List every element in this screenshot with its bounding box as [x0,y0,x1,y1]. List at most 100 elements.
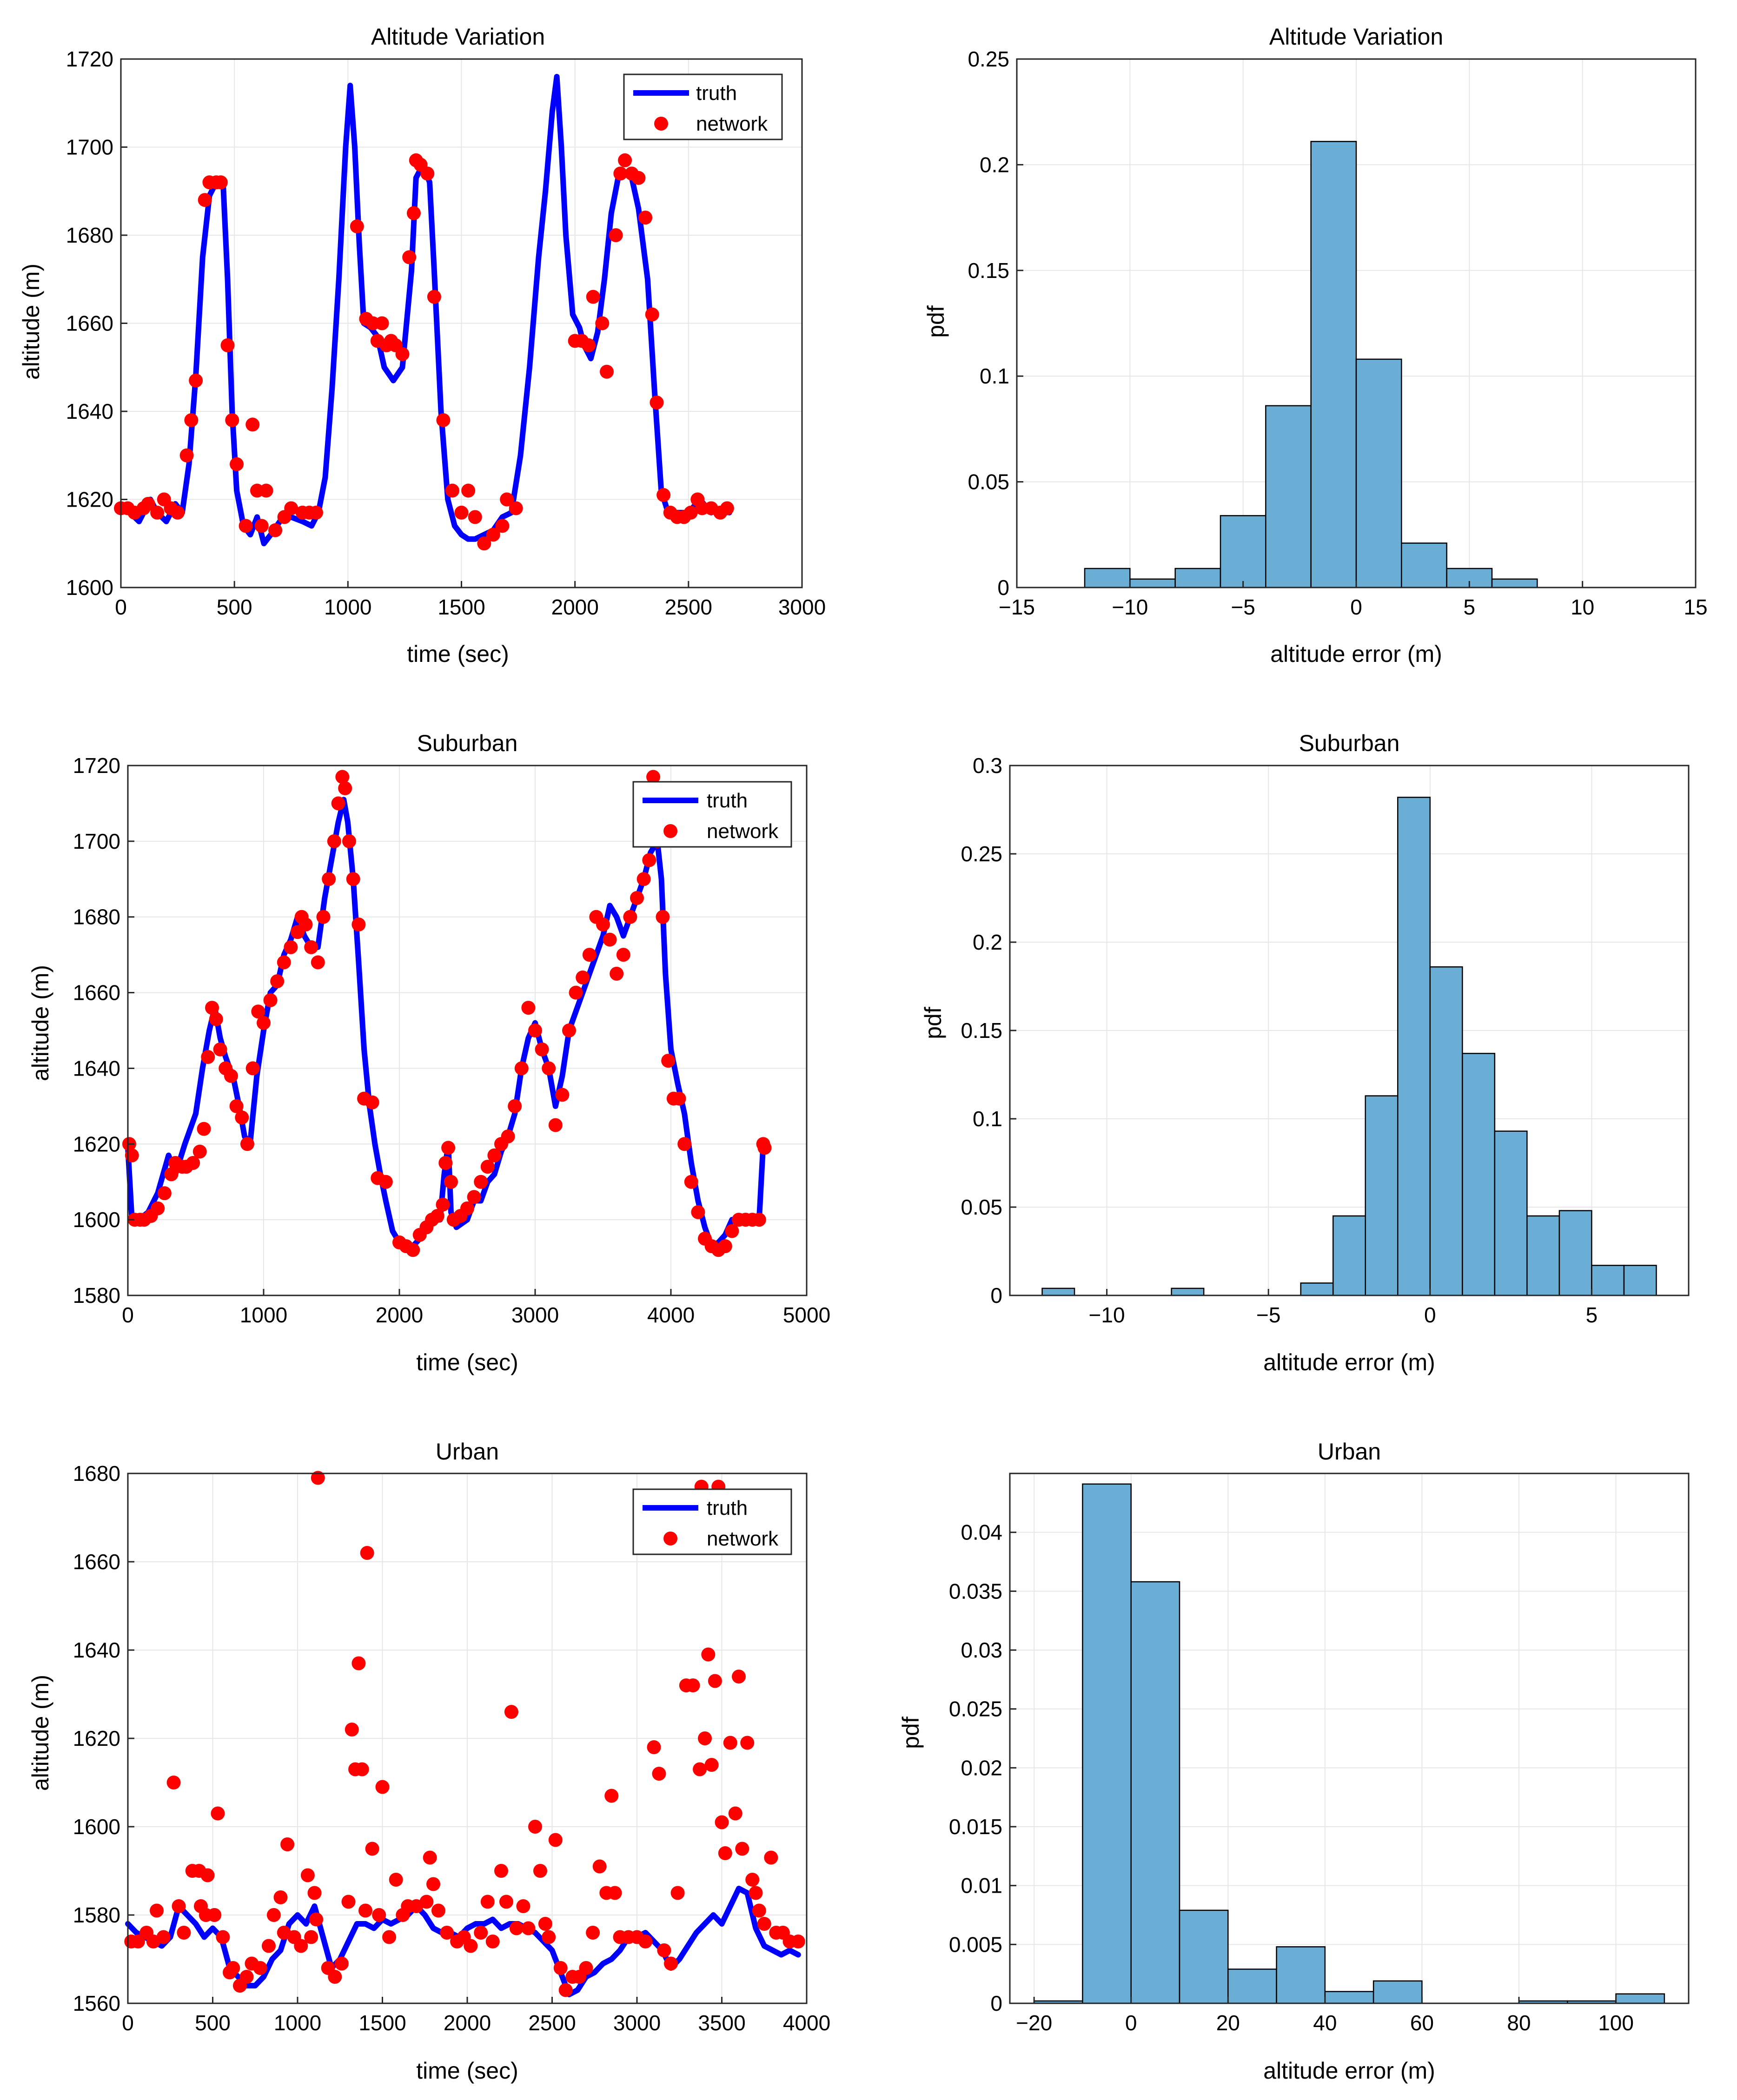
network-point [600,364,614,379]
network-point [166,1776,181,1790]
network-point [657,1943,671,1957]
y-tick-label: 1600 [73,1815,120,1839]
network-point [245,417,260,432]
histogram-bar [1276,1946,1326,2004]
y-tick-label: 0 [997,575,1009,600]
legend-network-label: network [707,1527,779,1550]
x-tick-label: −15 [999,595,1035,619]
network-point [723,1736,737,1750]
histogram-bar [1462,1053,1496,1296]
network-point [740,1736,755,1750]
network-point [220,338,235,352]
axes: −20 0 20 40 60 80 100 0 0.005 0.01 0.015 0.02 0.025 0… [949,1473,1690,2035]
network-point [351,918,366,931]
network-point [528,1820,542,1834]
legend-network-swatch [663,824,677,838]
network-point [254,519,269,533]
y-tick-label: 0.025 [949,1697,1002,1721]
network-point [477,536,491,551]
histogram-bar [1491,578,1538,588]
suburban-histogram-panel: −10 −5 0 5 0 0.05 0.1 0.15 0.2 0.25 0.3 Suburban a… [920,730,1690,1375]
legend-box [632,1488,792,1555]
network-point [647,1740,661,1754]
y-tick-label: 0.1 [980,364,1009,388]
network-point [548,1833,563,1847]
x-tick-label: 1000 [240,1303,287,1327]
network-point [638,211,653,225]
network-point [670,1886,685,1900]
network-point [230,457,244,471]
x-tick-label: −10 [1089,1303,1125,1327]
y-tick-label: 0.01 [961,1874,1002,1898]
network-point [603,932,617,947]
network-point [419,1895,434,1909]
chart-title: Urban [1318,1439,1381,1465]
network-point [395,347,410,361]
x-tick-label: 2000 [376,1303,423,1327]
x-tick-label: 80 [1507,2011,1531,2035]
network-point [426,1877,440,1891]
network-point [304,940,318,954]
network-point [157,1186,172,1201]
x-tick-label: 40 [1313,2011,1337,2035]
network-point [718,1239,732,1254]
histogram-bar [1171,1288,1205,1296]
network-point [630,891,644,905]
y-tick-label: 1580 [73,1903,120,1927]
network-point [720,501,734,515]
network-point [677,1137,692,1151]
network-point [270,974,285,989]
y-tick-label: 0.15 [961,1018,1002,1043]
histogram-bar [1494,1130,1528,1296]
y-tick-label: 1620 [73,1132,120,1156]
x-axis-label: time (sec) [416,1349,518,1375]
x-tick-label: 3000 [511,1303,559,1327]
x-tick-label: 1500 [358,2011,406,2035]
network-point [586,290,600,304]
network-point [389,1873,403,1887]
network-point [752,1213,766,1227]
network-point [684,1175,698,1189]
network-point [141,496,155,511]
network-point [150,505,165,520]
network-point [752,1903,766,1918]
y-tick-label: 0.04 [961,1520,1002,1545]
network-point [542,1930,556,1944]
chart-title: Suburban [1299,730,1400,756]
network-point [686,1678,700,1692]
y-tick-label: 1640 [66,399,113,423]
network-point [595,316,610,330]
network-point [745,1873,760,1887]
y-tick-label: 0.1 [973,1107,1002,1131]
y-axis-label: altitude (m) [18,264,44,380]
histogram-bar [1174,568,1221,588]
network-point [636,872,651,886]
network-point [548,1118,563,1132]
network-point [618,153,632,167]
network-point [521,1001,536,1015]
network-point [683,505,698,520]
network-point [184,413,199,427]
network-point [661,1054,676,1068]
network-point [253,1961,267,1975]
network-point [235,1110,249,1125]
network-point [342,834,356,848]
network-point [501,1129,515,1143]
network-point [596,918,610,931]
x-tick-label: 5000 [783,1303,830,1327]
y-axis-label: altitude (m) [27,1675,53,1791]
network-point [764,1850,778,1865]
network-point [224,1069,238,1083]
x-tick-label: 0 [122,1303,134,1327]
network-point [335,770,350,784]
network-point [508,1099,522,1113]
network-point [245,1061,260,1076]
network-point [263,993,278,1007]
network-point [555,1088,570,1102]
network-point [316,910,331,924]
network-point [345,1723,359,1737]
network-point [650,396,664,410]
y-tick-label: 0.05 [968,470,1009,494]
histogram-bar [1397,797,1431,1296]
histogram-bar [1558,1210,1592,1296]
